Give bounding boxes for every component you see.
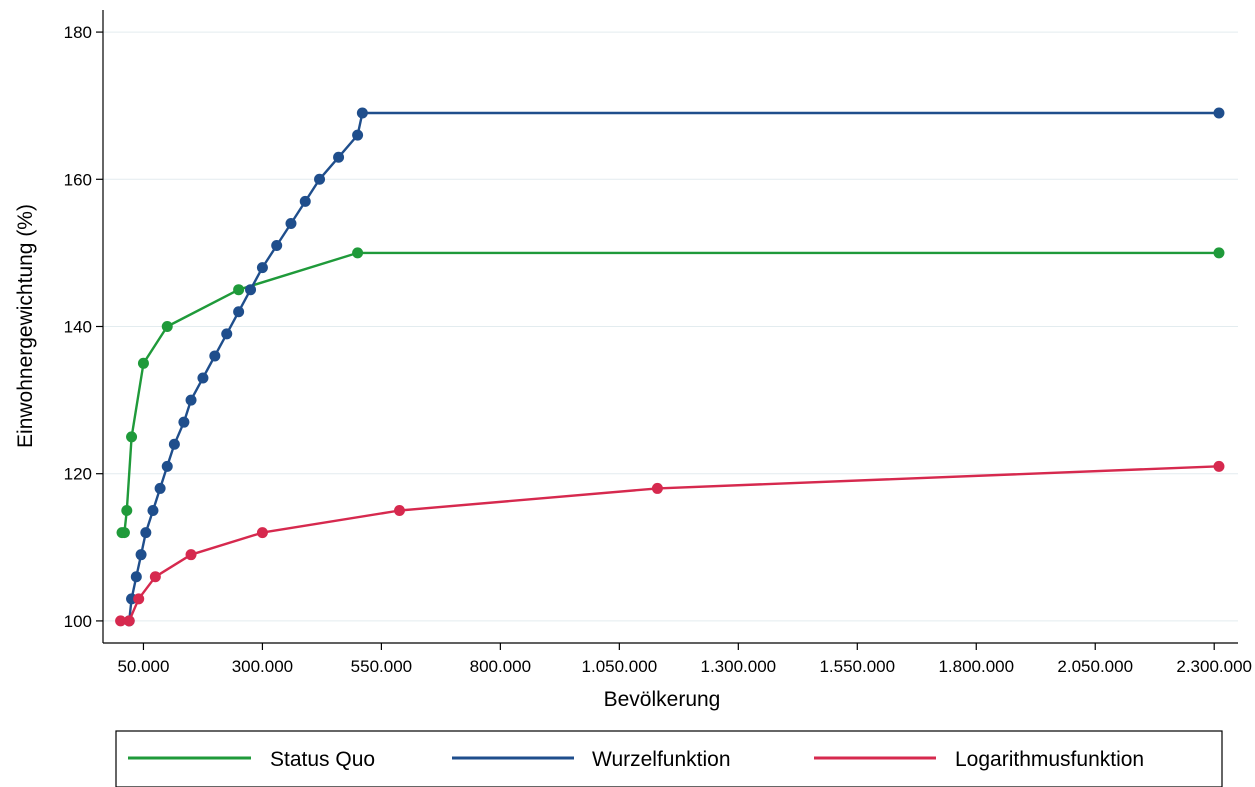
data-point-status-quo <box>352 247 364 259</box>
series-wurzelfunktion <box>123 107 1225 627</box>
data-point-wurzelfunktion <box>256 262 268 274</box>
data-point-wurzelfunktion <box>135 549 147 561</box>
data-point-status-quo <box>137 357 149 369</box>
x-tick-label: 2.050.000 <box>1057 657 1133 676</box>
x-ticks: 50.000 300.000 550.000 800.000 1.050.000 1.30… <box>117 643 1252 676</box>
data-point-wurzelfunktion <box>161 460 173 472</box>
x-axis-title: Bevölkerung <box>604 688 721 711</box>
data-point-status-quo <box>233 284 245 296</box>
data-point-wurzelfunktion <box>178 416 190 428</box>
data-point-wurzelfunktion <box>221 328 233 340</box>
data-point-wurzelfunktion <box>209 350 221 362</box>
data-point-logarithmusfunktion <box>185 549 197 561</box>
data-point-wurzelfunktion <box>154 482 166 494</box>
legend-box <box>115 730 1223 787</box>
x-tick-label: 1.300.000 <box>700 657 776 676</box>
data-point-logarithmusfunktion <box>149 571 161 583</box>
x-tick-label: 300.000 <box>232 657 293 676</box>
data-point-wurzelfunktion <box>233 306 245 318</box>
y-axis-title: Einwohnergewichtung (%) <box>14 204 37 448</box>
legend-label-status-quo: Status Quo <box>270 748 375 771</box>
series-logarithmusfunktion <box>115 460 1225 627</box>
y-tick-label: 160 <box>64 170 92 189</box>
gridlines <box>103 31 1238 622</box>
y-tick-label: 120 <box>64 465 92 484</box>
x-tick-label: 50.000 <box>117 657 169 676</box>
data-point-logarithmusfunktion <box>123 615 135 627</box>
data-point-wurzelfunktion <box>197 372 209 384</box>
data-point-wurzelfunktion <box>299 195 311 207</box>
y-tick-label: 100 <box>64 612 92 631</box>
data-point-wurzelfunktion <box>168 438 180 450</box>
data-point-status-quo <box>121 505 133 517</box>
y-ticks: 100 120 140 160 180 <box>64 23 103 631</box>
x-tick-label: 1.050.000 <box>582 657 658 676</box>
data-point-logarithmusfunktion <box>651 482 663 494</box>
x-tick-label: 1.800.000 <box>938 657 1014 676</box>
series-line-wurzelfunktion <box>128 111 1219 622</box>
series <box>115 107 1225 627</box>
data-point-logarithmusfunktion <box>1213 460 1225 472</box>
data-point-wurzelfunktion <box>245 284 257 296</box>
x-tick-label: 800.000 <box>470 657 531 676</box>
data-point-wurzelfunktion <box>130 571 142 583</box>
data-point-wurzelfunktion <box>333 151 345 163</box>
x-tick-label: 2.300.000 <box>1176 657 1252 676</box>
data-point-wurzelfunktion <box>1213 107 1225 119</box>
data-point-wurzelfunktion <box>314 173 326 185</box>
series-status-quo <box>116 247 1225 539</box>
x-tick-label: 550.000 <box>351 657 412 676</box>
data-point-logarithmusfunktion <box>256 527 268 539</box>
y-tick-label: 140 <box>64 318 92 337</box>
data-point-wurzelfunktion <box>147 505 159 517</box>
data-point-wurzelfunktion <box>271 240 283 252</box>
y-tick-label: 180 <box>64 23 92 42</box>
data-point-status-quo <box>161 321 173 332</box>
data-point-wurzelfunktion <box>285 217 297 229</box>
data-point-wurzelfunktion <box>356 107 368 119</box>
data-point-wurzelfunktion <box>352 129 364 141</box>
series-line-logarithmusfunktion <box>120 465 1220 623</box>
data-point-logarithmusfunktion <box>393 505 405 517</box>
data-point-status-quo <box>1213 247 1225 259</box>
series-line-status-quo <box>122 251 1219 534</box>
data-point-logarithmusfunktion <box>133 593 145 605</box>
data-point-wurzelfunktion <box>140 527 152 539</box>
data-point-status-quo <box>118 527 130 539</box>
x-tick-label: 1.550.000 <box>819 657 895 676</box>
legend-label-wurzelfunktion: Wurzelfunktion <box>592 748 731 771</box>
data-point-logarithmusfunktion <box>115 615 127 627</box>
data-point-wurzelfunktion <box>185 394 197 406</box>
legend: Status Quo Wurzelfunktion Logarithmusfun… <box>115 730 1223 787</box>
data-point-status-quo <box>126 431 138 443</box>
legend-label-logarithmusfunktion: Logarithmusfunktion <box>955 748 1144 771</box>
